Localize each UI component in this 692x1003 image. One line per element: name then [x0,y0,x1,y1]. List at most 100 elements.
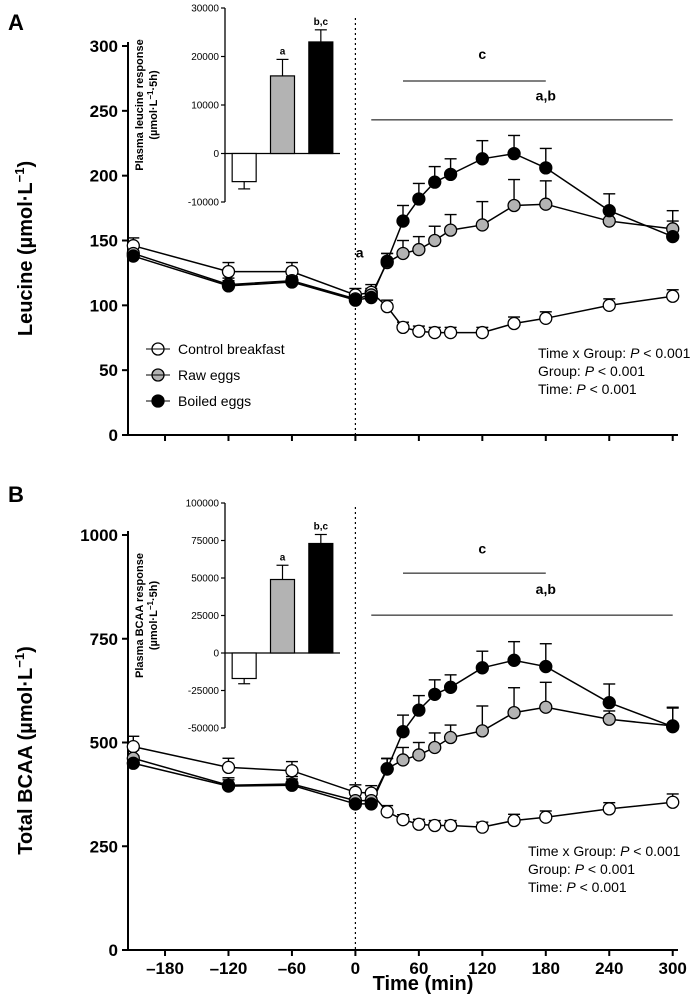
y-tick-label: 0 [109,426,118,445]
legend-label: Raw eggs [178,367,240,383]
data-point [539,700,553,714]
stats-label: Time x Group: [538,345,630,361]
data-point [126,249,140,263]
inset-unit-base: (µmol·L [148,99,160,139]
panel-label: A [8,10,24,35]
data-point [380,299,394,314]
data-point [364,797,378,811]
data-point [443,325,458,340]
data-point [602,712,616,726]
data-point [507,653,521,667]
data-point [380,805,394,819]
x-tick-label: 180 [532,959,560,978]
significance-label: a,b [536,87,556,103]
data-point [396,813,410,827]
data-point [412,703,426,717]
stats-p: P [585,363,595,379]
inset-y-tick-label: 75000 [191,536,219,547]
data-point [666,289,680,303]
data-point [396,214,410,228]
stats-p: P [576,381,586,397]
inset-y-tick-label: 30000 [191,4,219,15]
inset-unit-exp: −1 [146,90,155,100]
inset-y-tick-label: 0 [213,649,219,660]
data-point [443,680,458,694]
y-axis-label: Leucine (µmol·L−1) [12,161,37,336]
data-point [412,192,426,206]
y-tick-label: 50 [99,361,118,380]
inset-y-label: Plasma BCAA response [134,553,146,678]
data-point [396,753,410,767]
inset-bar [231,152,257,183]
x-tick-label: 60 [409,959,428,978]
stats-label: Group: [538,363,585,379]
y-tick-label: 750 [90,630,118,649]
inset-bar-label: a [280,46,286,57]
inset-y-label-unit: (µmol·L−1·5h) [146,581,160,651]
data-point [539,161,553,175]
inset-unit-base: (µmol·L [148,610,160,650]
inset-y-tick-label: 25000 [191,611,219,622]
y-tick-label: 300 [90,37,118,56]
data-point [539,810,553,824]
data-point [364,290,378,305]
y-axis-label-close: ) [15,161,37,168]
inset-y-label-unit: (µmol·L−1·5h) [146,70,160,140]
stats-label: Time: [538,381,576,397]
stats-text: Time x Group: P < 0.001 [538,345,691,361]
stats-p: P [630,345,640,361]
data-point [602,298,616,312]
data-point [348,797,363,811]
data-point [507,705,521,720]
y-tick-label: 100 [90,296,118,315]
stats-label: Time: [528,879,566,895]
stats-value: < 0.001 [639,345,690,361]
data-point [539,311,553,325]
data-point [666,795,680,809]
inset-y-tick-label: 10000 [191,101,219,112]
data-point [443,223,458,237]
legend-label: Control breakfast [178,341,285,357]
data-point [412,242,426,257]
data-point [666,720,680,734]
y-tick-label: 250 [90,837,118,856]
x-tick-label: 120 [468,959,496,978]
y-tick-label: 200 [90,167,118,186]
data-point [428,687,442,702]
stats-p: P [575,861,585,877]
panel-b: B 0 250 500 750 1000 –180 –120 –60 0 60 120 180 240 30… [8,482,687,978]
stats-text: Group: P < 0.001 [538,363,645,379]
stats-label: Group: [528,861,575,877]
y-axis-label-base: Leucine (µmol·L [15,182,37,336]
y-axis-label-close: ) [15,646,37,653]
data-point [428,325,442,340]
data-point [396,320,410,335]
data-point [221,264,236,279]
stats-value: < 0.001 [586,381,637,397]
inset-y-tick-label: 100000 [186,499,220,510]
inset-bar [308,542,334,654]
data-point [602,802,616,816]
data-point [380,762,394,776]
x-tick-label: –60 [278,959,306,978]
y-tick-label: 0 [109,941,118,960]
significance-label: c [478,46,486,62]
inset-unit-exp: −1 [146,601,155,611]
inset-y-tick-label: 50000 [191,574,219,585]
data-point [221,779,236,793]
data-point [475,218,489,232]
data-point [428,818,442,833]
panel-a: A 0 50 100 150 200 250 300 a c a,b Time x Group: P … [8,4,691,446]
data-point [348,293,363,307]
inset-bar [269,578,296,654]
y-axis-label-exp: −1 [12,653,27,668]
data-point [666,229,680,244]
stats-p: P [620,843,630,859]
legend-label: Boiled eggs [178,393,251,409]
data-point [428,175,442,189]
inset-bar-label: b,c [314,522,329,533]
significance-label: c [478,541,486,557]
data-point [539,197,553,211]
inset-unit-close: ·5h) [148,70,160,91]
